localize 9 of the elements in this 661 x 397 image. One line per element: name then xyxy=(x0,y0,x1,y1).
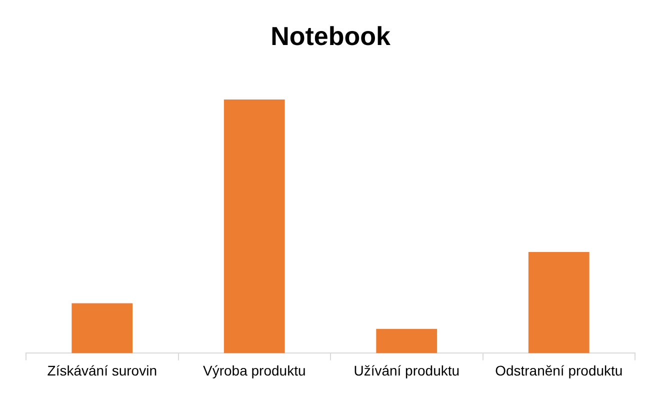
bar xyxy=(376,328,438,354)
bar xyxy=(224,99,285,354)
x-tick-label: Odstranění produktu xyxy=(495,362,623,378)
chart-title: Notebook xyxy=(270,20,391,51)
bar xyxy=(528,252,590,354)
x-tick-label: Získávání surovin xyxy=(47,362,157,378)
x-tick-label: Užívání produktu xyxy=(354,362,460,378)
bar xyxy=(72,303,133,354)
x-tick-label: Výroba produktu xyxy=(203,362,306,378)
